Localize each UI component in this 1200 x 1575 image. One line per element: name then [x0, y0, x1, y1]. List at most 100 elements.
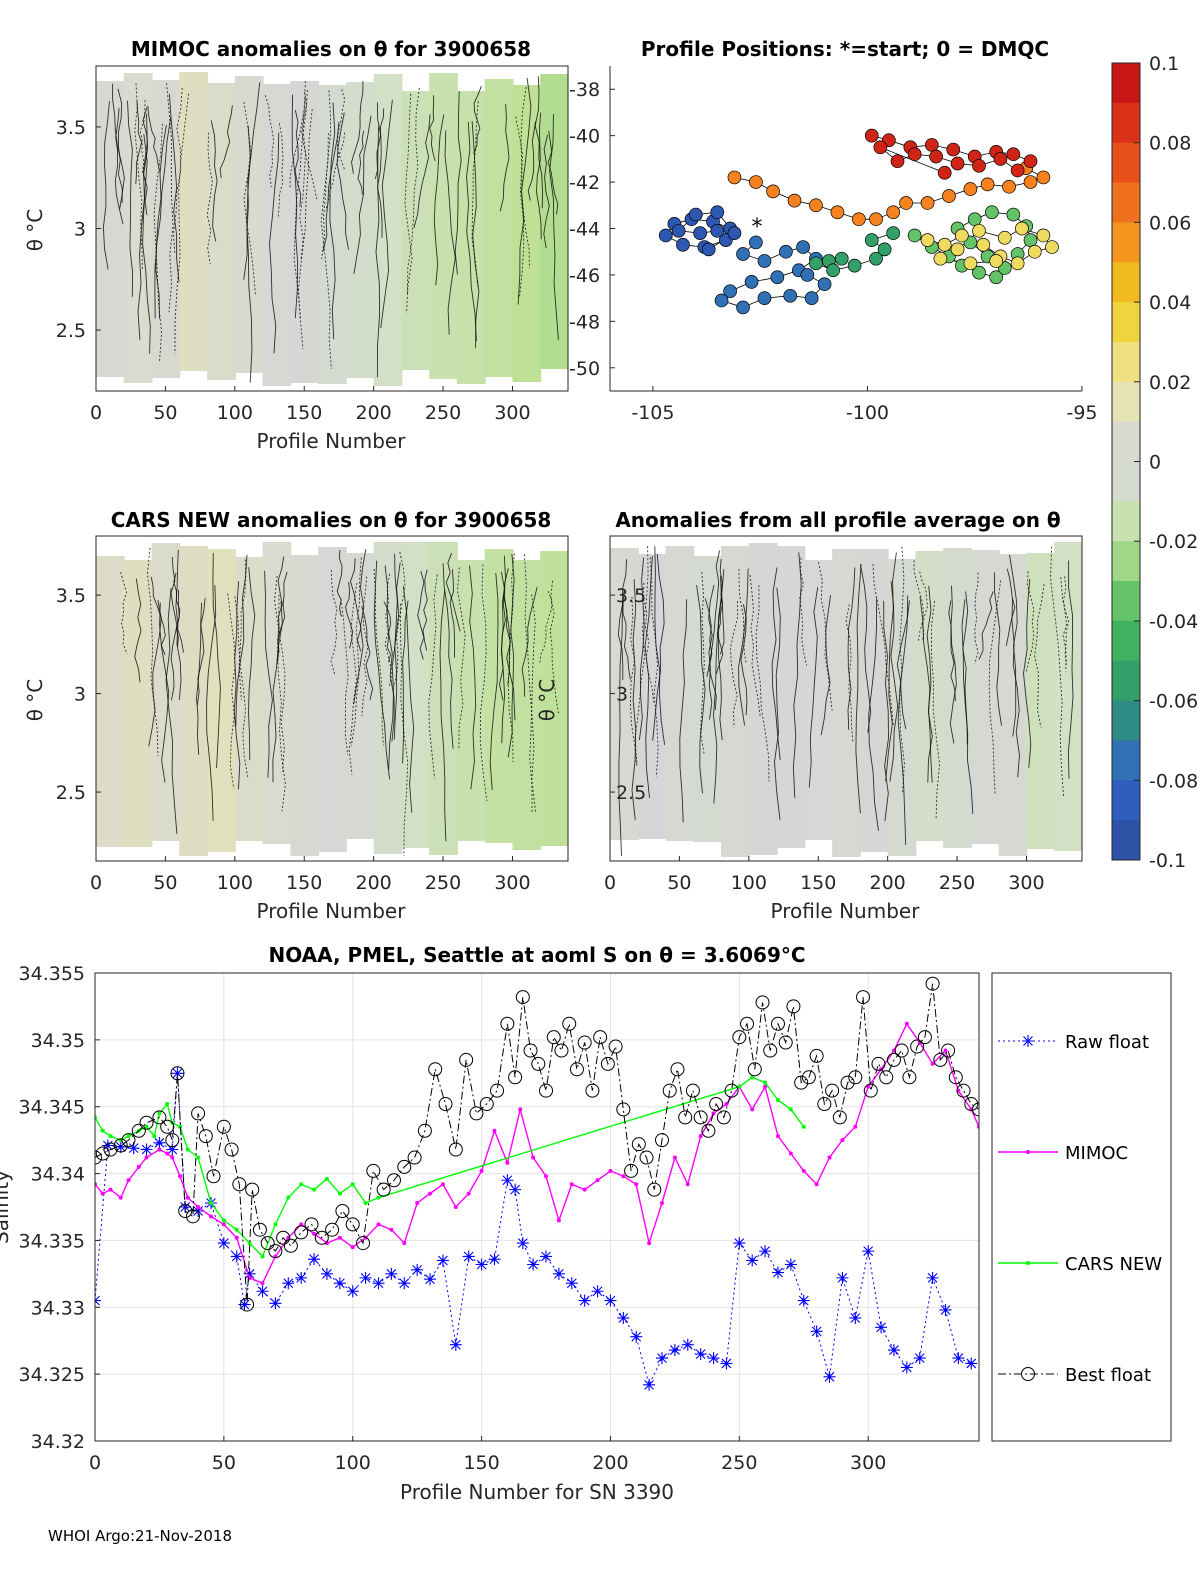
contour-line: [114, 108, 124, 225]
profile-position-point: [1027, 244, 1042, 259]
dot-marker: [234, 1227, 239, 1232]
asterisk-marker: [604, 1294, 617, 1307]
salinity-series: [95, 976, 979, 1391]
colorbar-step: [1112, 381, 1140, 423]
circle-marker: [376, 1182, 391, 1197]
contour-line: [518, 87, 527, 299]
asterisk-marker: [501, 1174, 514, 1187]
y-tick-label: 3: [74, 684, 86, 706]
profile-position-point: [770, 270, 785, 285]
circle-marker: [232, 1177, 247, 1192]
heatmap-cell: [123, 560, 153, 847]
contour-line: [117, 88, 123, 204]
heatmap-cell: [721, 546, 750, 857]
circle-marker: [345, 1217, 360, 1232]
x-tick-label: -95: [1066, 402, 1097, 424]
asterisk-marker: [862, 1245, 875, 1258]
dot-marker: [737, 1084, 742, 1089]
circle-marker: [523, 1043, 538, 1058]
mimoc-title: MIMOC anomalies on θ for 3900658: [131, 37, 531, 61]
circle-marker: [185, 1209, 200, 1224]
asterisk-marker: [617, 1311, 630, 1324]
dot-marker: [196, 1155, 201, 1160]
contour-line: [134, 83, 143, 271]
colorbar-step: [1112, 262, 1140, 303]
contour-line: [235, 554, 248, 727]
contour-line: [1060, 577, 1070, 665]
circle-marker: [469, 1106, 484, 1121]
circle-marker: [335, 1204, 350, 1219]
circle-marker: [724, 1083, 739, 1098]
profile-position-point: [676, 237, 690, 252]
profile-position-point: [989, 270, 1004, 285]
contour-line: [499, 104, 510, 212]
circle-marker: [479, 1097, 494, 1112]
contour-line: [142, 133, 151, 354]
circle-marker: [654, 1133, 669, 1148]
asterisk-marker: [398, 1277, 411, 1290]
colorbar-tick-label: -0.1: [1149, 850, 1186, 872]
colorbar-tick-label: 0.06: [1149, 212, 1191, 234]
profile-position-point: [890, 154, 905, 169]
y-tick-label: -38: [569, 79, 600, 101]
contour-line: [883, 600, 889, 822]
dot-marker: [165, 1151, 170, 1156]
heatmap-cell: [262, 84, 292, 386]
dot-marker: [221, 1222, 226, 1227]
contour-line: [147, 105, 161, 172]
allavg-title: Anomalies from all profile average on θ: [615, 508, 1060, 532]
contour-line: [404, 93, 413, 314]
contour-line: [243, 82, 261, 280]
circle-marker: [121, 1133, 136, 1148]
cars-ylabel: θ °C: [23, 679, 47, 722]
y-tick-label: 2.5: [56, 782, 86, 804]
contour-line: [380, 99, 393, 329]
contour-line: [175, 549, 182, 701]
y-tick-label: 34.32: [31, 1431, 85, 1453]
colorbar-step: [1112, 541, 1140, 582]
profile-position-point: [714, 293, 729, 308]
colorbar-step: [1112, 780, 1140, 821]
mimoc-xlabel: Profile Number: [257, 429, 407, 453]
asterisk-marker: [385, 1267, 398, 1280]
profile-position-point: [796, 240, 810, 254]
contour-line: [899, 546, 905, 795]
contour-line: [277, 556, 285, 653]
asterisk-marker: [681, 1338, 694, 1351]
profile-position-point: [701, 242, 716, 257]
series-line-raw-float: [95, 1073, 972, 1387]
contour-line: [137, 113, 148, 340]
heatmap-cell: [290, 555, 320, 856]
profile-position-point: [933, 251, 948, 266]
contour-line: [1011, 597, 1020, 778]
contour-line: [413, 114, 431, 229]
colorbar-step: [1112, 222, 1140, 263]
profile-position-point: [937, 165, 952, 180]
circle-marker: [417, 1123, 432, 1138]
profile-position-point: [869, 251, 883, 266]
circle-marker: [825, 1083, 840, 1098]
circle-marker: [863, 1083, 878, 1098]
x-tick-label: 0: [604, 872, 616, 894]
colorbar-step: [1112, 421, 1140, 462]
contour-line: [755, 585, 770, 782]
dot-marker: [801, 1168, 806, 1173]
contour-line: [336, 112, 349, 250]
asterisk-marker: [849, 1311, 862, 1324]
circle-marker: [546, 1030, 561, 1045]
dot-marker: [208, 1200, 213, 1205]
y-tick-label: -40: [569, 126, 600, 148]
circle-marker: [972, 1102, 979, 1117]
y-tick-label: 2.5: [56, 320, 86, 342]
heatmap-cell: [484, 79, 514, 377]
contour-line: [142, 107, 149, 215]
contour-line: [373, 568, 384, 746]
contour-line: [679, 599, 687, 823]
profile-position-point: [1015, 221, 1029, 236]
contour-line: [234, 596, 249, 780]
positions-x-ticks: -105 -100 -95: [631, 386, 1098, 424]
circle-marker: [894, 1043, 909, 1058]
dot-marker: [479, 1168, 484, 1173]
dot-marker: [428, 1191, 433, 1196]
circle-marker: [448, 1142, 463, 1157]
